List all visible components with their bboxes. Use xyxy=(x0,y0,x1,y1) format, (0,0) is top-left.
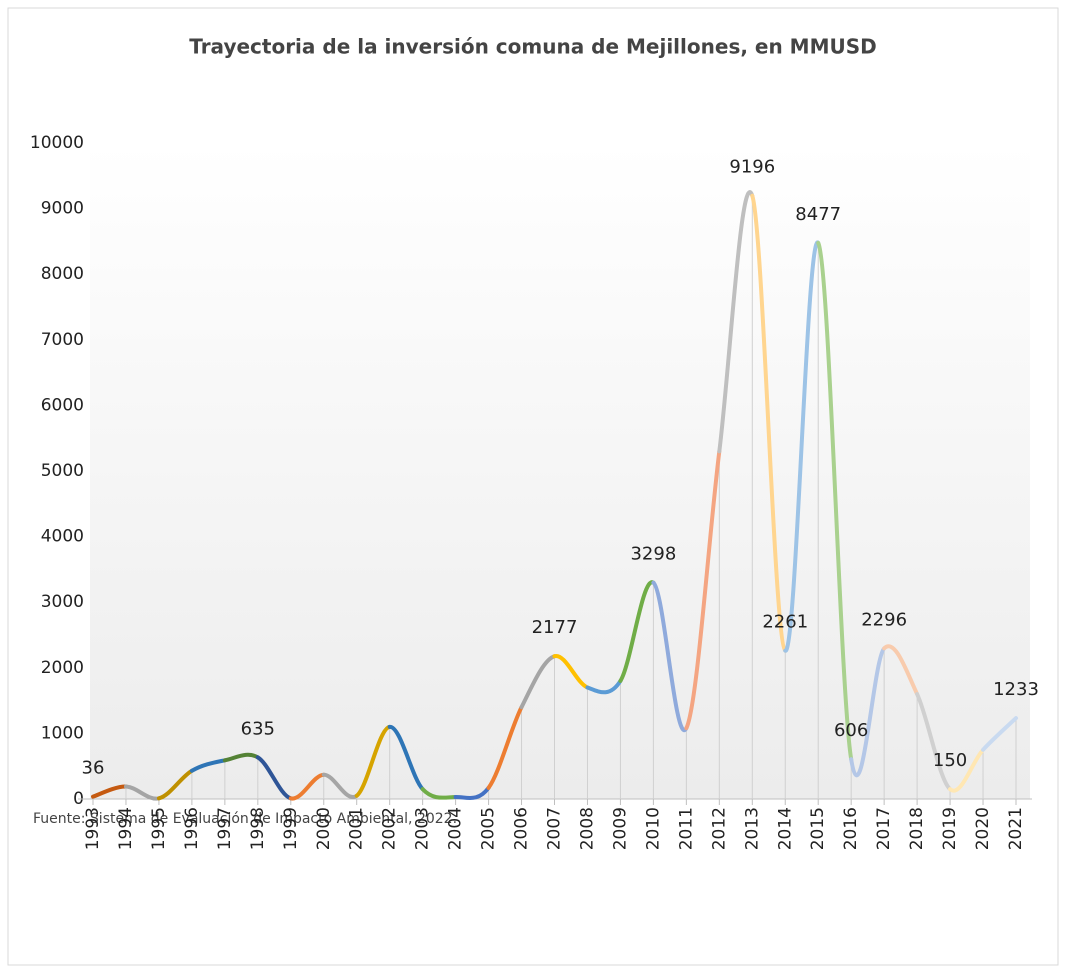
data-label: 606 xyxy=(834,720,868,741)
data-label: 150 xyxy=(933,750,967,771)
line-segment xyxy=(354,724,392,798)
line-segment xyxy=(123,784,161,801)
x-tick-label: 2012 xyxy=(709,807,729,850)
y-tick-label: 4000 xyxy=(41,527,84,547)
line-segment xyxy=(981,716,1018,752)
x-tick-label: 2020 xyxy=(973,807,993,850)
data-label: 2177 xyxy=(532,617,578,638)
line-segment xyxy=(717,190,755,454)
y-tick-label: 7000 xyxy=(41,330,84,350)
y-tick-label: 2000 xyxy=(41,658,84,678)
x-tick-label: 2004 xyxy=(446,807,466,850)
y-tick-label: 3000 xyxy=(41,592,84,612)
line-segment xyxy=(288,772,326,801)
line-segment xyxy=(91,784,128,799)
line-segment xyxy=(189,758,227,773)
x-tick-label: 1997 xyxy=(215,807,235,850)
line-segment xyxy=(651,580,689,733)
data-label: 36 xyxy=(82,758,105,779)
x-tick-label: 2019 xyxy=(940,807,960,850)
x-tick-label: 2007 xyxy=(545,807,565,850)
x-tick-label: 2000 xyxy=(314,807,334,850)
x-tick-label: 2001 xyxy=(347,807,367,850)
line-segment xyxy=(552,654,590,690)
x-tick-label: 1994 xyxy=(116,807,136,850)
x-tick-label: 2014 xyxy=(775,807,795,850)
line-segment xyxy=(486,705,524,790)
data-label: 3298 xyxy=(630,544,676,565)
plot-area xyxy=(90,143,1030,799)
x-tick-label: 1993 xyxy=(83,807,103,850)
x-tick-label: 2005 xyxy=(479,807,499,850)
data-label: 1233 xyxy=(993,679,1039,700)
source: Fuente: Sistema de Evaluación de Impacto… xyxy=(33,811,457,827)
data-label: 2261 xyxy=(762,612,808,633)
x-tick-label: 2017 xyxy=(874,807,894,850)
line-segment xyxy=(585,678,623,695)
line-segment xyxy=(915,692,953,792)
x-tick-label: 2002 xyxy=(380,807,400,850)
line-segment xyxy=(783,240,821,653)
x-tick-label: 2021 xyxy=(1006,807,1026,850)
line-segment xyxy=(519,654,557,710)
line-segment xyxy=(816,240,854,762)
x-tick-label: 1995 xyxy=(149,807,169,850)
line-segment xyxy=(387,724,425,792)
x-tick-label: 2013 xyxy=(742,807,762,850)
line-segment xyxy=(453,785,491,800)
chart-title: Trayectoria de la inversión comuna de Me… xyxy=(189,35,876,59)
data-label: 9196 xyxy=(729,157,775,178)
x-tick-label: 2016 xyxy=(841,807,861,850)
y-tick-label: 6000 xyxy=(41,395,84,415)
x-tick-label: 2018 xyxy=(907,807,927,850)
x-tick-label: 1998 xyxy=(248,807,268,850)
line-segment xyxy=(684,449,722,731)
line-segment xyxy=(255,755,293,801)
x-tick-label: 2015 xyxy=(808,807,828,850)
x-tick-label: 2008 xyxy=(577,807,597,850)
y-tick-label: 1000 xyxy=(41,723,84,743)
x-tick-label: 2010 xyxy=(643,807,663,850)
data-label: 635 xyxy=(241,718,275,739)
x-tick-label: 2003 xyxy=(413,807,433,850)
x-tick-label: 1996 xyxy=(182,807,202,850)
line-segment xyxy=(321,772,359,799)
y-tick-label: 9000 xyxy=(41,199,84,219)
line-segment xyxy=(420,787,458,800)
line-segment xyxy=(156,768,194,801)
y-tick-label: 10000 xyxy=(30,133,84,153)
line-segment xyxy=(882,644,920,697)
line-segment xyxy=(618,580,656,683)
line-segment xyxy=(849,646,887,778)
data-label: 8477 xyxy=(795,204,841,225)
data-label: 2296 xyxy=(861,609,907,630)
x-tick-label: 2009 xyxy=(610,807,630,850)
x-tick-label: 2006 xyxy=(512,807,532,850)
line-segment xyxy=(750,193,788,653)
y-tick-label: 5000 xyxy=(41,461,84,481)
line-segment xyxy=(948,747,986,793)
x-tick-label: 1999 xyxy=(281,807,301,850)
y-tick-label: 8000 xyxy=(41,264,84,284)
line-segment xyxy=(222,752,260,763)
x-tick-label: 2011 xyxy=(676,807,696,850)
